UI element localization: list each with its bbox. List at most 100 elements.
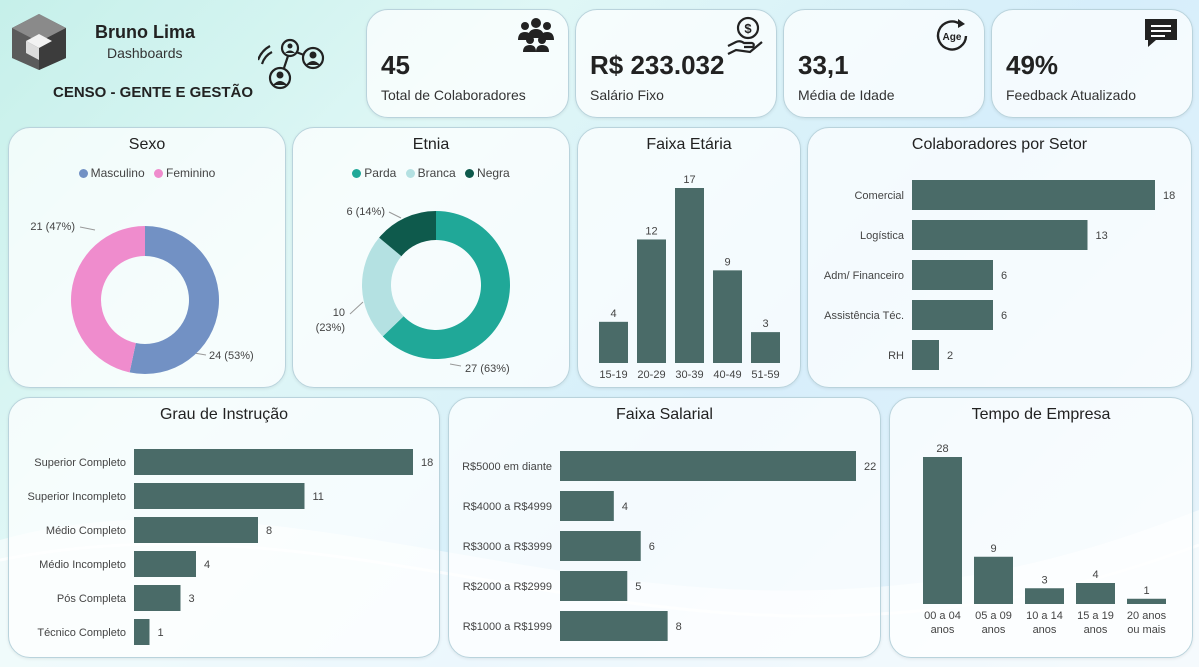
category-label: R$2000 a R$2999 [463, 581, 552, 593]
category-label: 05 a 09 [975, 610, 1012, 622]
bar[interactable] [912, 180, 1155, 210]
data-label: 8 [676, 621, 682, 633]
data-label: 8 [266, 525, 272, 537]
chart-title: Faixa Etária [646, 136, 732, 153]
category-label: R$1000 a R$1999 [463, 621, 552, 633]
chart-card-instrucao: Grau de Instrução 18 Superior Completo 11 S… [8, 397, 440, 658]
category-label: 20-29 [637, 369, 665, 381]
category-label: Assistência Téc. [824, 310, 904, 322]
bar[interactable] [912, 300, 993, 330]
bar[interactable] [912, 220, 1088, 250]
legend-item[interactable]: Feminino [154, 166, 215, 180]
slice-label: 6 (14%) [346, 206, 385, 218]
data-label: 6 [649, 541, 655, 553]
bar[interactable] [637, 239, 666, 363]
donut-slice[interactable] [382, 211, 510, 359]
chart-title: Colaboradores por Setor [911, 136, 1088, 153]
data-label: 4 [610, 308, 616, 320]
data-label: 6 [1001, 270, 1007, 282]
bar[interactable] [560, 611, 668, 641]
kpi-card-feedback: 49% Feedback Atualizado [991, 9, 1193, 118]
category-label: anos [1033, 624, 1057, 636]
bar[interactable] [134, 551, 196, 577]
chart-card-etnia: Etnia Parda Branca Negra 6 (14%) 10 (23%… [292, 127, 570, 388]
category-label: Técnico Completo [37, 627, 126, 639]
legend-label: Branca [417, 166, 456, 180]
category-label: 15 a 19 [1077, 610, 1114, 622]
bar[interactable] [134, 619, 150, 645]
data-label: 18 [1163, 190, 1175, 202]
bar[interactable] [1076, 583, 1115, 604]
data-label: 22 [864, 461, 876, 473]
donut-slice[interactable] [379, 211, 436, 257]
data-label: 12 [645, 225, 657, 237]
data-label: 3 [1041, 574, 1047, 586]
chart-card-faixa-etaria: Faixa Etária 4 15-19 12 20-29 17 30-39 9 40-49 3… [577, 127, 801, 388]
bar[interactable] [599, 321, 628, 363]
bar[interactable] [912, 340, 939, 370]
kpi-value: 45 [381, 50, 410, 80]
chart-legend: Parda Branca Negra [293, 166, 569, 180]
category-label: RH [888, 350, 904, 362]
chart-card-salarial: Faixa Salarial 22 R$5000 em diante 4 R$4000… [448, 397, 881, 658]
category-label: Pós Completa [57, 593, 127, 605]
bar[interactable] [560, 571, 628, 601]
category-label: 15-19 [599, 369, 627, 381]
legend-label: Negra [477, 166, 510, 180]
bar[interactable] [923, 457, 962, 604]
bar[interactable] [560, 531, 641, 561]
kpi-card-colaboradores: 45 Total de Colaboradores [366, 9, 569, 118]
data-label: 1 [158, 627, 164, 639]
bar[interactable] [751, 332, 780, 363]
kpi-label: Total de Colaboradores [381, 87, 526, 103]
bar[interactable] [974, 556, 1013, 604]
data-label: 28 [936, 443, 948, 455]
bar[interactable] [134, 585, 181, 611]
bar-chart-faixa-etaria: 4 15-19 12 20-29 17 30-39 9 40-49 3 51-59 [599, 174, 780, 381]
data-label: 5 [635, 581, 641, 593]
bar[interactable] [912, 260, 993, 290]
slice-label: 21 (47%) [30, 221, 75, 233]
legend-label: Parda [364, 166, 397, 180]
donut-slice[interactable] [71, 226, 145, 373]
report-title: CENSO - GENTE E GESTÃO [53, 84, 254, 101]
category-label: Logística [860, 230, 905, 242]
bar[interactable] [134, 517, 258, 543]
kpi-card-salario: $ R$ 233.032 Salário Fixo [575, 9, 777, 118]
bar[interactable] [675, 188, 704, 363]
data-label: 17 [683, 174, 695, 186]
money-hand-icon: $ [727, 16, 763, 55]
category-label: 20 anos [1127, 610, 1167, 622]
bar[interactable] [713, 270, 742, 363]
kpi-label: Média de Idade [798, 87, 895, 103]
donut-slice[interactable] [362, 237, 404, 337]
category-label: 10 a 14 [1026, 610, 1063, 622]
brand-name: Bruno Lima [95, 22, 196, 42]
legend-item[interactable]: Negra [465, 166, 510, 180]
brand-subtitle: Dashboards [107, 45, 183, 61]
bar[interactable] [560, 451, 856, 481]
category-label: Comercial [854, 190, 904, 202]
bar[interactable] [1127, 598, 1166, 604]
chart-title: Etnia [412, 136, 450, 153]
donut-chart-etnia: 6 (14%) 10 (23%) 27 (63%) [316, 206, 510, 375]
chart-title: Tempo de Empresa [971, 406, 1111, 423]
donut-slice[interactable] [129, 226, 220, 374]
kpi-label: Feedback Atualizado [1006, 87, 1136, 103]
bar[interactable] [1025, 588, 1064, 604]
category-label: Médio Completo [46, 525, 126, 537]
data-label: 4 [1092, 569, 1098, 581]
category-label: anos [982, 624, 1006, 636]
category-label: 30-39 [675, 369, 703, 381]
data-label: 2 [947, 350, 953, 362]
bar[interactable] [134, 449, 413, 475]
bar[interactable] [134, 483, 305, 509]
kpi-card-idade: Age 33,1 Média de Idade [783, 9, 985, 118]
bar[interactable] [560, 491, 614, 521]
chart-title: Faixa Salarial [616, 406, 713, 423]
legend-item[interactable]: Masculino [78, 166, 145, 180]
age-icon: Age [936, 19, 968, 51]
legend-item[interactable]: Parda [352, 166, 396, 180]
category-label: R$3000 a R$3999 [463, 541, 552, 553]
legend-item[interactable]: Branca [405, 166, 456, 180]
